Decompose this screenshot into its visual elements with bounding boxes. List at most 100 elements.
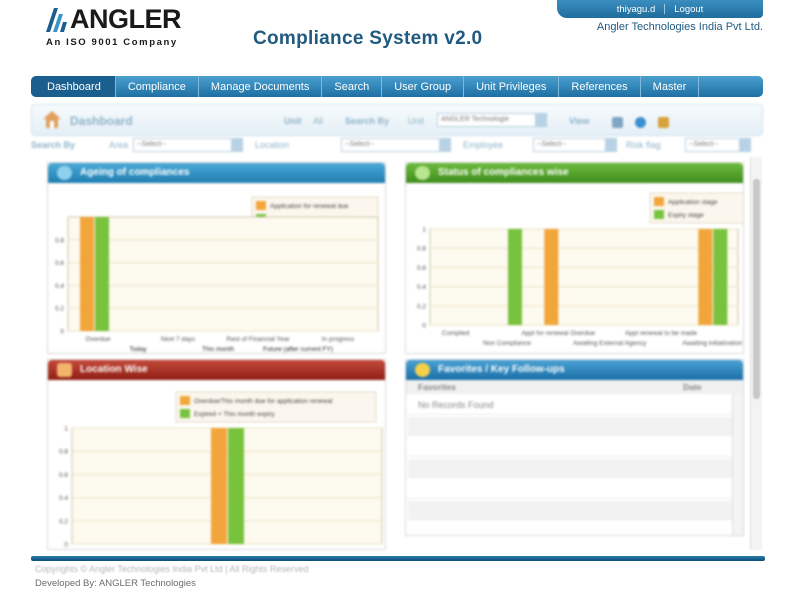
location-select[interactable]: --Select-- — [341, 138, 451, 152]
area-select-value: --Select-- — [137, 141, 166, 148]
ageing-panel-header: Ageing of compliances — [48, 163, 385, 183]
legend-swatch — [180, 396, 190, 405]
bar — [211, 428, 227, 544]
y-tick-label: 0 — [64, 542, 68, 549]
unit-value: All — [313, 116, 324, 126]
view-label: View — [569, 116, 590, 126]
y-tick-label: 0.6 — [417, 265, 426, 272]
plot-area — [67, 216, 379, 332]
scrollbar-thumb[interactable] — [753, 179, 760, 399]
content-scrollbar[interactable] — [750, 157, 762, 550]
location-select-value: --Select-- — [345, 141, 374, 148]
star-icon — [415, 363, 430, 377]
favorites-panel-header: Favorites / Key Follow-ups — [406, 360, 743, 380]
y-tick-label: 0.8 — [55, 237, 64, 244]
bar — [228, 428, 244, 544]
copyright-text: Copyrights © Angler Technologies India P… — [35, 564, 309, 574]
x-tick-label: Awaiting External Agency — [573, 340, 647, 347]
bar — [508, 229, 522, 325]
ageing-panel-title: Ageing of compliances — [80, 167, 190, 178]
x-tick-label: In progress — [322, 336, 355, 343]
risk-flag-select[interactable]: --Select-- — [685, 138, 751, 152]
home-icon — [43, 111, 61, 128]
x-tick-label: Future (after current FY) — [263, 346, 333, 353]
chevron-down-icon — [605, 139, 616, 151]
location-icon — [57, 363, 72, 377]
user-bar-divider — [664, 4, 666, 14]
x-tick-label: Next 7 days — [161, 336, 196, 343]
y-tick-label: 1 — [64, 426, 68, 433]
location-panel-header: Location Wise — [48, 360, 385, 380]
ageing-panel: Ageing of compliances Application for re… — [47, 162, 386, 354]
area-label: Area — [109, 140, 129, 150]
table-view-icon[interactable] — [612, 117, 623, 128]
dashboard-content: Dashboard Unit All Search By Unit ANGLER… — [31, 104, 765, 550]
legend-label: Expired + This month expiry — [194, 411, 275, 418]
y-tick-label: 1 — [422, 227, 426, 234]
favorites-empty-row: No Records Found — [408, 396, 733, 415]
x-tick-label: Appl renewal to be made — [625, 330, 697, 337]
nav-references[interactable]: References — [559, 76, 641, 97]
location-panel-title: Location Wise — [80, 364, 148, 375]
status-icon — [415, 166, 430, 180]
x-tick-label: Overdue — [86, 336, 111, 343]
ageing-chart: Application for renewal dueExpiry for re… — [48, 183, 385, 353]
nav-search[interactable]: Search — [322, 76, 383, 97]
angler-logo: ANGLER An ISO 9001 Company — [44, 4, 194, 50]
unit-select-label: Unit — [408, 116, 425, 126]
table-row — [408, 459, 733, 478]
logout-link[interactable]: Logout — [674, 3, 704, 15]
plot-area — [429, 228, 739, 326]
bar — [544, 229, 559, 325]
chevron-down-icon — [739, 139, 750, 151]
y-tick-label: 0.8 — [417, 246, 426, 253]
x-tick-label: Rest of Financial Year — [226, 336, 290, 343]
legend-label: Expiry stage — [668, 212, 704, 219]
search-row: Search By Area --Select-- Location --Sel… — [31, 137, 765, 153]
nav-master[interactable]: Master — [641, 76, 700, 97]
x-tick-label: Awaiting initialization — [682, 340, 742, 347]
bar — [80, 217, 94, 331]
y-tick-label: 0 — [422, 323, 426, 330]
location-label: Location — [255, 140, 290, 150]
y-tick-label: 0.2 — [417, 303, 426, 310]
user-bar: thiyagu.d Logout — [557, 0, 763, 18]
favorites-scrollbar[interactable] — [732, 394, 743, 535]
location-chart: Overdue/This month due for application r… — [48, 380, 385, 549]
favorites-panel: Favorites / Key Follow-ups Favorites Dat… — [405, 359, 744, 536]
legend-label: Application for renewal due — [270, 203, 349, 210]
chevron-down-icon — [535, 114, 546, 126]
favorites-table-header: Favorites Date — [406, 380, 743, 394]
y-tick-label: 0.8 — [59, 449, 68, 456]
username-link[interactable]: thiyagu.d — [616, 3, 656, 15]
legend-swatch — [654, 210, 664, 219]
table-row — [408, 480, 733, 499]
nav-unit-privileges[interactable]: Unit Privileges — [464, 76, 560, 97]
unit-select[interactable]: ANGLER Technologie — [437, 113, 547, 127]
search-by-label: Search By — [345, 116, 390, 126]
status-chart: Application stage Expiry stage 0 0.2 0.4 0.6 0… — [406, 183, 743, 353]
bar — [95, 217, 109, 331]
bar-chart-icon[interactable] — [658, 117, 669, 128]
legend-swatch — [256, 201, 266, 210]
y-tick-label: 0 — [60, 329, 64, 336]
nav-manage-documents[interactable]: Manage Documents — [199, 76, 323, 97]
y-tick-label: 0.6 — [59, 472, 68, 479]
footer-bar — [31, 556, 765, 561]
area-select[interactable]: --Select-- — [133, 138, 243, 152]
no-records-text: No Records Found — [418, 400, 494, 410]
nav-compliance[interactable]: Compliance — [116, 76, 199, 97]
employee-select[interactable]: --Select-- — [533, 138, 617, 152]
legend-swatch — [654, 197, 664, 206]
favorites-col-date: Date — [683, 382, 702, 392]
x-tick-label: Complied — [442, 330, 470, 337]
x-tick-label: Non Compliance — [483, 340, 531, 347]
status-panel-title: Status of compliances wise — [438, 167, 569, 178]
legend-swatch — [180, 409, 190, 418]
chart-svg: Overdue/This month due for application r… — [59, 391, 383, 549]
nav-user-group[interactable]: User Group — [382, 76, 465, 97]
nav-dashboard[interactable]: Dashboard — [31, 76, 116, 97]
main-nav: Dashboard Compliance Manage Documents Se… — [31, 76, 763, 97]
pie-chart-icon[interactable] — [635, 117, 646, 128]
company-name: Angler Technologies India Pvt Ltd. — [596, 21, 763, 33]
